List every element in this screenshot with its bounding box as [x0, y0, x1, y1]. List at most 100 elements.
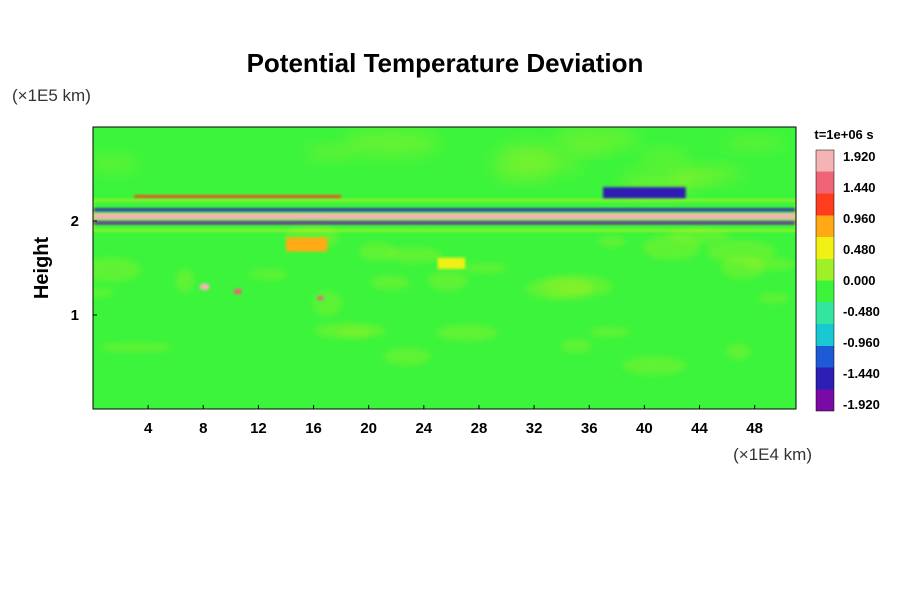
- y-axis-label: Height: [31, 237, 53, 300]
- colorbar-tick-label: -0.480: [843, 304, 880, 319]
- field-feature-blob: [317, 295, 324, 301]
- field-patch: [729, 297, 758, 316]
- colorbar-ticks: 1.920 1.440 0.960 0.480 0.000 -0.480 -0.960 -1.…: [843, 149, 880, 412]
- field-patch: [409, 171, 453, 182]
- colorbar-tick-label: 0.480: [843, 242, 876, 257]
- field-patch: [744, 257, 795, 271]
- field-patch: [185, 360, 241, 378]
- field-patch: [751, 304, 796, 330]
- field-patch: [726, 343, 751, 360]
- field-patch: [622, 356, 687, 375]
- field-patch: [670, 173, 723, 184]
- y-axis-ticks: 12: [71, 213, 97, 324]
- field-patch: [273, 295, 333, 308]
- field-patch: [539, 174, 631, 184]
- field-feature-band: [603, 187, 686, 199]
- field-feature-band: [93, 213, 796, 220]
- field-texture: [93, 127, 796, 386]
- field-patch: [558, 294, 628, 312]
- field-patch: [93, 236, 108, 257]
- x-tick-label: 16: [305, 420, 322, 437]
- colorbar-tick-label: 1.920: [843, 149, 876, 164]
- field-features: [93, 187, 796, 301]
- field-patch: [93, 156, 140, 172]
- field-patch: [526, 277, 596, 301]
- field-patch: [93, 288, 114, 297]
- field-patch: [314, 322, 386, 339]
- field-patch: [494, 170, 555, 183]
- field-patch: [597, 236, 627, 248]
- x-tick-label: 36: [581, 420, 598, 437]
- field-patch: [552, 127, 640, 151]
- field-patch: [723, 137, 786, 150]
- field-patch: [562, 145, 611, 155]
- field-patch: [387, 246, 442, 264]
- x-tick-label: 24: [415, 420, 432, 437]
- field-feature-band: [93, 221, 796, 225]
- field-patch: [706, 239, 776, 264]
- x-tick-label: 40: [636, 420, 653, 437]
- field-patch: [305, 145, 356, 160]
- field-patch: [342, 130, 441, 157]
- x-tick-label: 28: [471, 420, 488, 437]
- field-patch: [175, 268, 195, 293]
- field-patch: [612, 336, 644, 345]
- y-tick-label: 1: [71, 307, 79, 324]
- x-axis-unit: (×1E4 km): [733, 445, 812, 464]
- x-axis-ticks: 4 8 12 16 20 24 28 32 36 40 44 48: [144, 405, 763, 437]
- field-patch: [588, 327, 631, 337]
- colorbar-tick-label: -1.920: [843, 397, 880, 412]
- x-tick-label: 8: [199, 420, 207, 437]
- field-patch: [370, 275, 410, 290]
- field-patch: [643, 234, 700, 261]
- time-label: t=1e+06 s: [814, 127, 873, 142]
- field-patch: [428, 270, 468, 291]
- layer-halo: [93, 199, 796, 232]
- field-patch: [383, 347, 431, 366]
- plot-area: [93, 127, 796, 409]
- x-tick-label: 12: [250, 420, 267, 437]
- field-patch: [415, 315, 486, 323]
- field-patch: [310, 359, 379, 380]
- field-patch: [436, 324, 499, 342]
- colorbar-tick-label: 0.960: [843, 211, 876, 226]
- field-patch: [410, 229, 452, 243]
- field-patch: [93, 374, 107, 386]
- field-patch: [93, 257, 141, 282]
- colorbar-tick-label: -0.960: [843, 335, 880, 350]
- colorbar-tick-label: -1.440: [843, 366, 880, 381]
- x-tick-label: 44: [691, 420, 708, 437]
- x-tick-label: 32: [526, 420, 543, 437]
- field-patch: [704, 183, 777, 193]
- field-patch: [713, 351, 730, 376]
- x-tick-label: 20: [360, 420, 377, 437]
- field-patch: [168, 145, 281, 170]
- field-feature-band: [285, 237, 328, 252]
- x-tick-label: 4: [144, 420, 153, 437]
- field-patch: [638, 150, 689, 165]
- field-patch: [511, 355, 564, 365]
- x-tick-label: 48: [746, 420, 763, 437]
- field-feature-band: [437, 257, 466, 269]
- field-patch: [561, 339, 592, 353]
- field-patch: [98, 342, 174, 352]
- field-patch: [107, 357, 131, 365]
- chart-title: Potential Temperature Deviation: [247, 48, 644, 78]
- field-patch: [213, 269, 257, 296]
- field-patch: [486, 154, 585, 174]
- y-axis-unit: (×1E5 km): [12, 86, 91, 105]
- y-tick-label: 2: [71, 213, 79, 230]
- colorbar: [815, 149, 835, 412]
- field-feature-band: [134, 195, 342, 198]
- field-patch: [354, 298, 405, 319]
- field-feature-band: [93, 208, 796, 212]
- colorbar-tick-label: 1.440: [843, 180, 876, 195]
- field-patch: [359, 242, 397, 261]
- field-patch: [589, 244, 622, 262]
- field-patch: [505, 241, 576, 252]
- field-patch: [190, 314, 229, 329]
- field-feature-blob: [233, 288, 242, 295]
- colorbar-tick-label: 0.000: [843, 273, 876, 288]
- plot-frame: [92, 126, 797, 410]
